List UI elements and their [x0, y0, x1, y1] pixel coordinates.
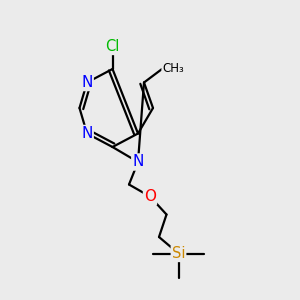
Text: N: N: [81, 126, 93, 141]
Text: Cl: Cl: [105, 39, 120, 54]
Text: N: N: [132, 154, 144, 169]
Text: O: O: [144, 189, 156, 204]
Text: CH₃: CH₃: [162, 62, 184, 76]
Text: N: N: [81, 75, 93, 90]
Text: Si: Si: [172, 246, 185, 261]
